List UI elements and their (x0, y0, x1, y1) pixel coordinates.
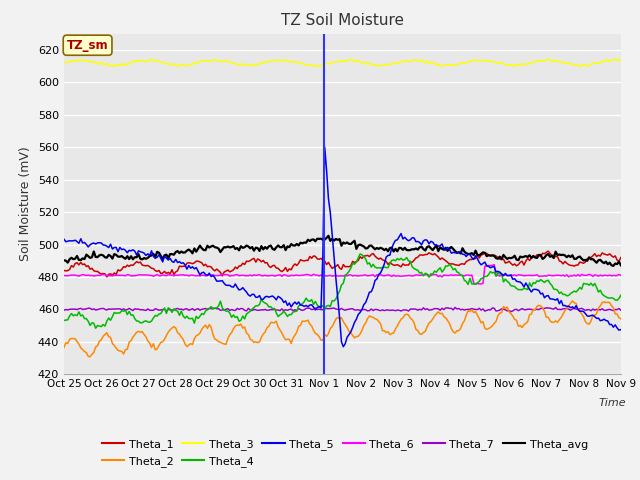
Text: Time: Time (599, 398, 627, 408)
Legend: Theta_1, Theta_2, Theta_3, Theta_4, Theta_5, Theta_6, Theta_7, Theta_avg: Theta_1, Theta_2, Theta_3, Theta_4, Thet… (97, 435, 593, 471)
Y-axis label: Soil Moisture (mV): Soil Moisture (mV) (19, 146, 33, 262)
Title: TZ Soil Moisture: TZ Soil Moisture (281, 13, 404, 28)
Text: TZ_sm: TZ_sm (67, 39, 108, 52)
